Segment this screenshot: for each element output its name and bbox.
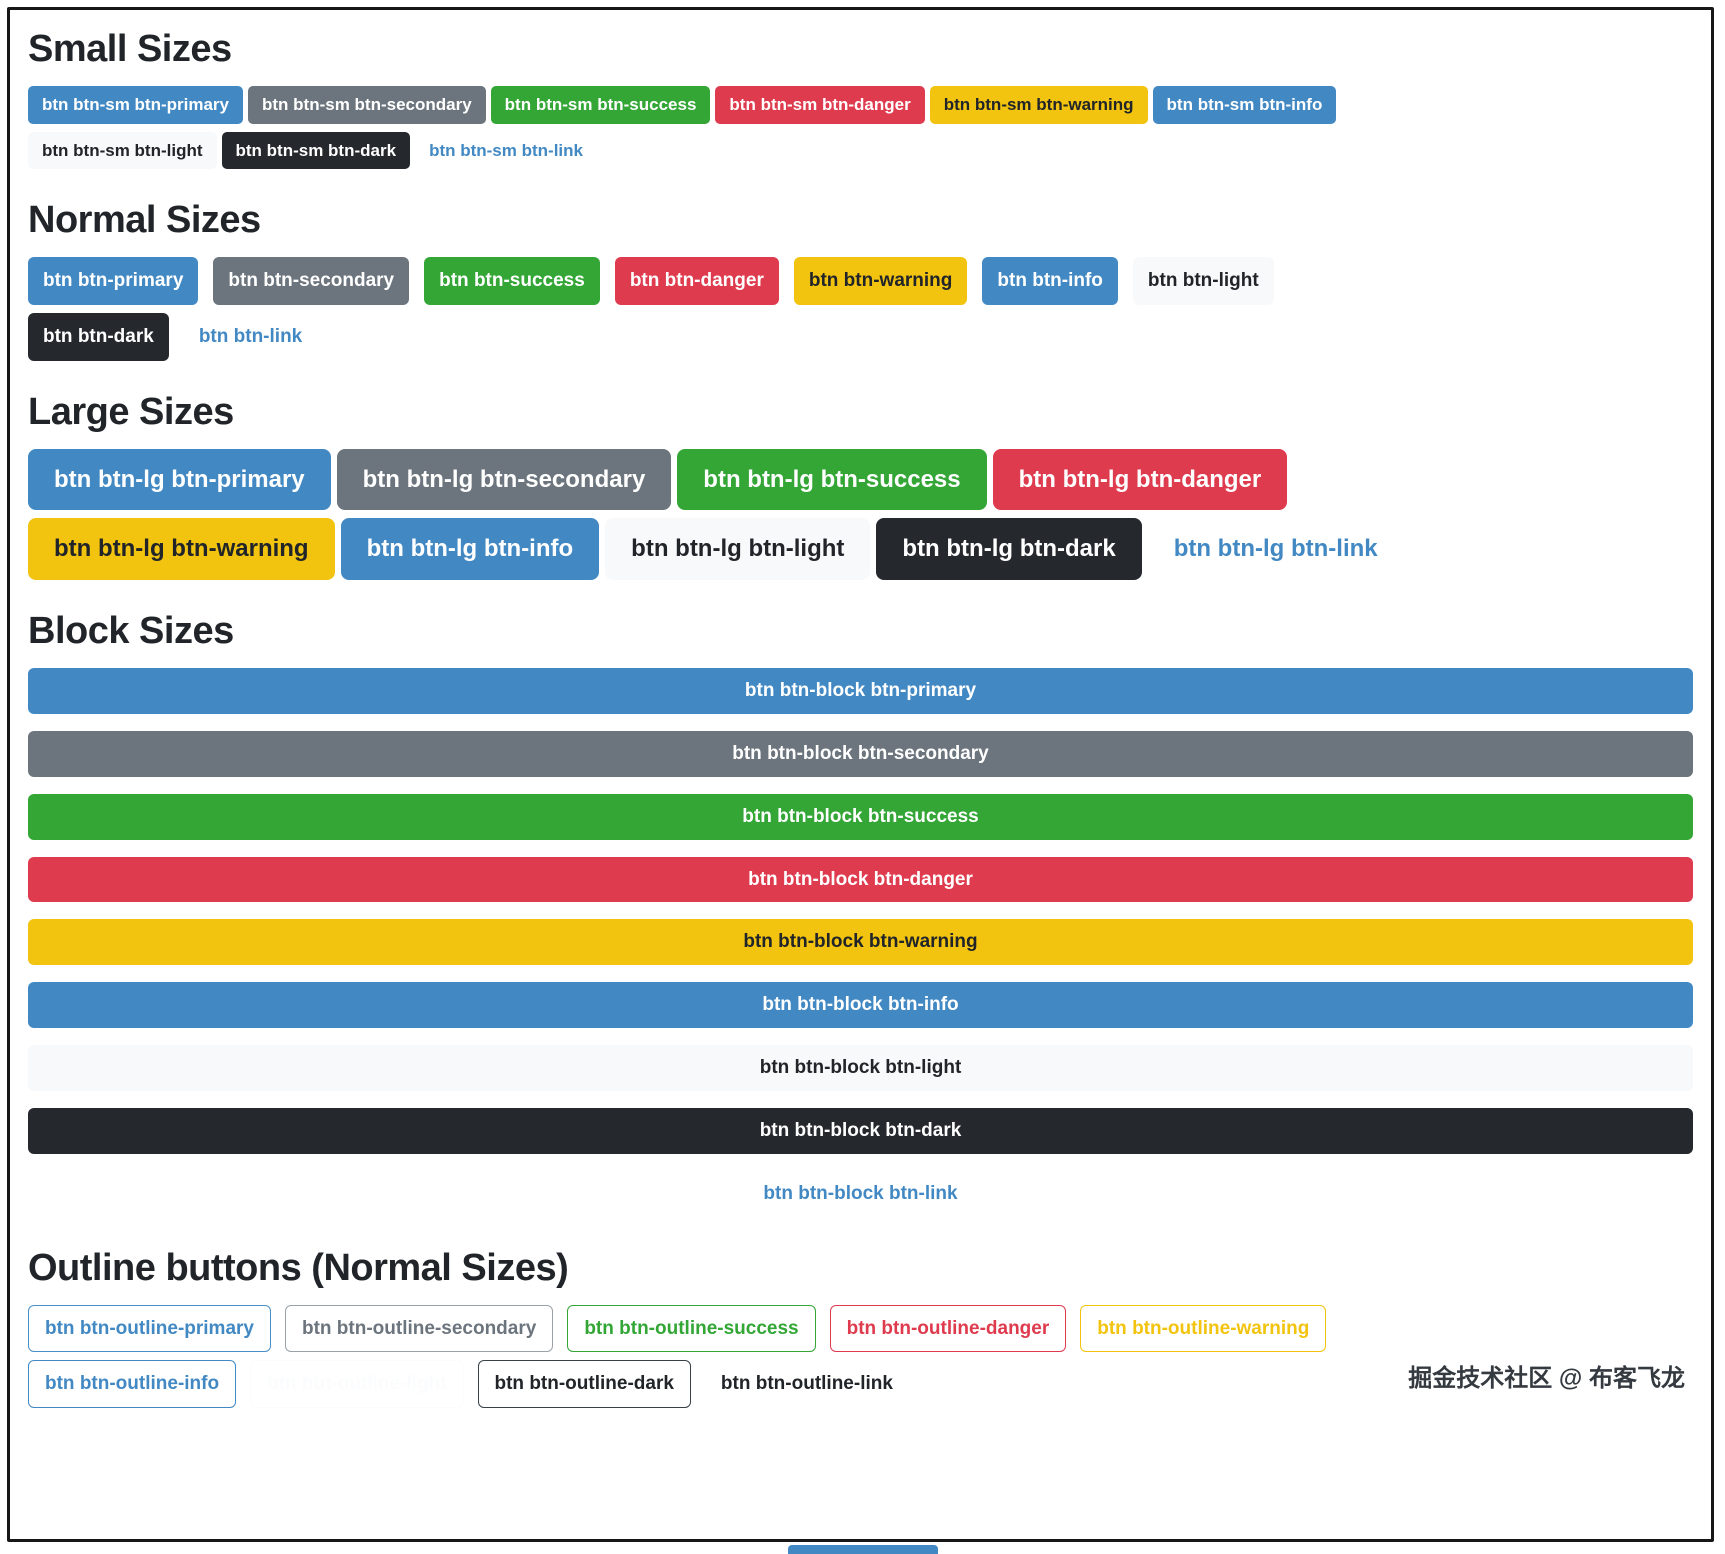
- btn-outline-danger[interactable]: btn btn-outline-danger: [829, 1304, 1067, 1353]
- btn-block-link[interactable]: btn btn-block btn-link: [28, 1171, 1693, 1217]
- content-area: Small Sizes btn btn-sm btn-primary btn b…: [7, 7, 1714, 1542]
- btn-block-primary[interactable]: btn btn-block btn-primary: [28, 667, 1693, 714]
- btn-block-info[interactable]: btn btn-block btn-info: [28, 982, 1693, 1029]
- btn-lg-danger[interactable]: btn btn-lg btn-danger: [992, 448, 1288, 511]
- btn-lg-link[interactable]: btn btn-lg btn-link: [1148, 518, 1404, 580]
- watermark-text: 掘金技术社区 @ 布客飞龙: [1408, 1365, 1685, 1392]
- btn-sm-light[interactable]: btn btn-sm btn-light: [28, 131, 217, 170]
- btn-danger[interactable]: btn btn-danger: [614, 257, 779, 305]
- large-sizes-heading: Large Sizes: [28, 390, 234, 433]
- btn-success[interactable]: btn btn-success: [424, 257, 600, 305]
- btn-lg-dark[interactable]: btn btn-lg btn-dark: [876, 518, 1142, 580]
- btn-sm-warning[interactable]: btn btn-sm btn-warning: [929, 86, 1148, 124]
- btn-sm-info[interactable]: btn btn-sm btn-info: [1152, 86, 1337, 124]
- btn-outline-link[interactable]: btn btn-outline-link: [705, 1361, 909, 1407]
- btn-warning[interactable]: btn btn-warning: [793, 257, 968, 305]
- small-buttons-row: btn btn-sm btn-primary btn btn-sm btn-se…: [28, 86, 1693, 170]
- btn-block-warning[interactable]: btn btn-block btn-warning: [28, 919, 1693, 966]
- btn-primary[interactable]: btn btn-primary: [28, 257, 199, 305]
- btn-block-secondary[interactable]: btn btn-block btn-secondary: [28, 730, 1693, 777]
- btn-light[interactable]: btn btn-light: [1132, 257, 1274, 305]
- section-large-sizes: Large Sizes btn btn-lg btn-primary btn b…: [28, 391, 1693, 580]
- btn-outline-info[interactable]: btn btn-outline-info: [28, 1360, 237, 1409]
- normal-buttons-row: btn btn-primary btn btn-secondary btn bt…: [28, 257, 1693, 361]
- btn-outline-secondary[interactable]: btn btn-outline-secondary: [284, 1304, 554, 1353]
- block-buttons-stack: btn btn-block btn-primary btn btn-block …: [28, 667, 1693, 1217]
- btn-info[interactable]: btn btn-info: [982, 257, 1118, 305]
- btn-link[interactable]: btn btn-link: [184, 313, 317, 361]
- section-outline-buttons: Outline buttons (Normal Sizes) btn btn-o…: [28, 1247, 1693, 1409]
- btn-block-danger[interactable]: btn btn-block btn-danger: [28, 856, 1693, 903]
- btn-sm-secondary[interactable]: btn btn-sm btn-secondary: [248, 86, 486, 124]
- btn-sm-link[interactable]: btn btn-sm btn-link: [415, 132, 597, 170]
- btn-sm-danger[interactable]: btn btn-sm btn-danger: [715, 86, 925, 124]
- outline-buttons-heading: Outline buttons (Normal Sizes): [28, 1246, 569, 1289]
- btn-lg-info[interactable]: btn btn-lg btn-info: [340, 518, 600, 580]
- cutoff-button[interactable]: [787, 1545, 938, 1554]
- btn-outline-primary[interactable]: btn btn-outline-primary: [28, 1304, 271, 1353]
- btn-sm-primary[interactable]: btn btn-sm btn-primary: [28, 86, 243, 124]
- section-normal-sizes: Normal Sizes btn btn-primary btn btn-sec…: [28, 199, 1693, 361]
- btn-outline-dark[interactable]: btn btn-outline-dark: [477, 1360, 691, 1409]
- btn-block-dark[interactable]: btn btn-block btn-dark: [28, 1107, 1693, 1154]
- btn-lg-warning[interactable]: btn btn-lg btn-warning: [28, 518, 335, 580]
- btn-sm-dark[interactable]: btn btn-sm btn-dark: [221, 131, 411, 170]
- btn-block-light[interactable]: btn btn-block btn-light: [28, 1045, 1693, 1091]
- outline-buttons-row: btn btn-outline-primary btn btn-outline-…: [28, 1304, 1693, 1409]
- btn-lg-secondary[interactable]: btn btn-lg btn-secondary: [336, 448, 672, 511]
- normal-sizes-heading: Normal Sizes: [28, 199, 261, 242]
- btn-outline-success[interactable]: btn btn-outline-success: [567, 1304, 816, 1353]
- section-block-sizes: Block Sizes btn btn-block btn-primary bt…: [28, 610, 1693, 1217]
- btn-block-success[interactable]: btn btn-block btn-success: [28, 793, 1693, 840]
- small-sizes-heading: Small Sizes: [28, 28, 232, 70]
- btn-dark[interactable]: btn btn-dark: [28, 312, 169, 361]
- btn-outline-warning[interactable]: btn btn-outline-warning: [1080, 1304, 1327, 1353]
- section-small-sizes: Small Sizes btn btn-sm btn-primary btn b…: [28, 28, 1693, 170]
- btn-sm-success[interactable]: btn btn-sm btn-success: [490, 86, 711, 124]
- btn-lg-light[interactable]: btn btn-lg btn-light: [605, 518, 871, 580]
- btn-lg-success[interactable]: btn btn-lg btn-success: [677, 448, 987, 511]
- btn-lg-primary[interactable]: btn btn-lg btn-primary: [28, 448, 331, 511]
- btn-outline-light[interactable]: btn btn-outline-light: [250, 1360, 464, 1409]
- block-sizes-heading: Block Sizes: [28, 609, 234, 652]
- large-buttons-row: btn btn-lg btn-primary btn btn-lg btn-se…: [28, 448, 1693, 580]
- btn-secondary[interactable]: btn btn-secondary: [213, 257, 410, 305]
